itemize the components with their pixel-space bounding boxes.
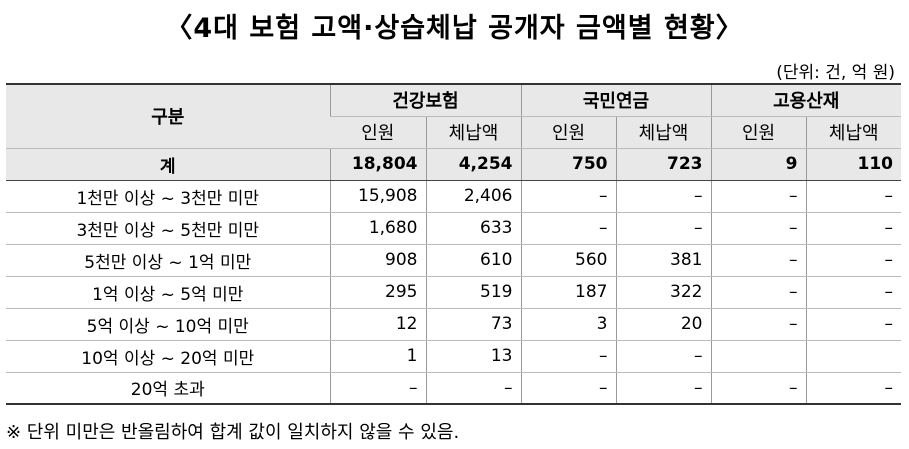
group-header-health: 건강보험 [329,83,521,117]
cell: 20 [615,308,711,341]
cell: 73 [425,308,521,341]
cell: 723 [615,147,711,181]
row-label: 10억 이상 ~ 20억 미만 [6,340,330,373]
row-label: 1억 이상 ~ 5억 미만 [6,276,330,309]
cell: 9 [710,147,806,181]
row-label: 계 [6,147,330,181]
sub-header: 체납액 [805,116,901,149]
row-label: 5천만 이상 ~ 1억 미만 [6,244,330,277]
row-label: 3천만 이상 ~ 5천만 미만 [6,212,330,245]
sub-header: 인원 [710,116,806,149]
table-row: 5억 이상 ~ 10억 미만 12 73 3 20– – [6,308,901,341]
cell: – [329,372,426,405]
cell: – [710,276,806,309]
table-row: 1억 이상 ~ 5억 미만 295 519 187 322– – [6,276,901,309]
cell: – [710,372,806,405]
cell: – [805,372,901,405]
cell [805,340,901,373]
cell: 322 [615,276,711,309]
cell: – [520,372,616,405]
cell: 15,908 [329,180,426,213]
cell: 633 [425,212,521,245]
cell: 560 [520,244,616,277]
cell: 187 [520,276,616,309]
cell: – [710,244,806,277]
cell: 12 [329,308,426,341]
row-label: 1천만 이상 ~ 3천만 미만 [6,180,330,213]
table-row: 5천만 이상 ~ 1억 미만 908 610 560 381– – [6,244,901,277]
cell: – [615,180,711,213]
cell: 2,406 [425,180,521,213]
cell: – [710,212,806,245]
cell: – [805,308,901,341]
cell: 295 [329,276,426,309]
cell: – [425,372,521,405]
cell: – [520,180,616,213]
cell: – [805,244,901,277]
cell: 908 [329,244,426,277]
group-header-pension: 국민연금 [520,83,711,117]
cell: 610 [425,244,521,277]
cell: 3 [520,308,616,341]
cell: – [615,372,711,405]
table-row: 10억 이상 ~ 20억 미만 1 13– – [6,340,901,373]
cell: 4,254 [425,147,521,181]
sub-header: 체납액 [425,116,521,149]
unit-label: (단위: 건, 억 원) [776,63,895,83]
sub-header: 인원 [330,116,426,149]
cell: – [710,308,806,341]
cell: 18,804 [329,147,426,181]
status-table: 구분 건강보험 국민연금 고용산재 인원 체납액 인원 체납액 인원 체납액 계… [6,83,901,405]
row-label: 5억 이상 ~ 10억 미만 [6,308,330,341]
category-header: 구분 [6,83,330,149]
cell [710,340,806,373]
cell: 1,680 [329,212,426,245]
page-title: 〈4대 보험 고액·상습체납 공개자 금액별 현황〉 [165,13,744,44]
cell: 1 [329,340,426,373]
cell: – [615,212,711,245]
cell: 13 [425,340,521,373]
cell: 110 [805,147,901,181]
total-row: 계 18,804 4,254 750 723 9 110 [6,147,901,181]
table-row: 1천만 이상 ~ 3천만 미만 15,908 2,406– – – – [6,180,901,213]
cell: – [520,212,616,245]
footnote: ※ 단위 미만은 반올림하여 합계 값이 일치하지 않을 수 있음. [6,422,460,443]
cell: – [805,180,901,213]
cell: – [805,276,901,309]
table-row: 3천만 이상 ~ 5천만 미만 1,680 633– – – – [6,212,901,245]
cell: 381 [615,244,711,277]
sub-header: 체납액 [615,116,711,149]
cell: 519 [425,276,521,309]
row-label: 20억 초과 [6,372,330,405]
group-header-employment: 고용산재 [710,83,901,117]
cell: – [710,180,806,213]
table-row: 20억 초과 – – – – – – [6,372,901,405]
cell: 750 [520,147,616,181]
cell: – [520,340,616,373]
cell: – [615,340,711,373]
cell: – [805,212,901,245]
sub-header: 인원 [520,116,616,149]
